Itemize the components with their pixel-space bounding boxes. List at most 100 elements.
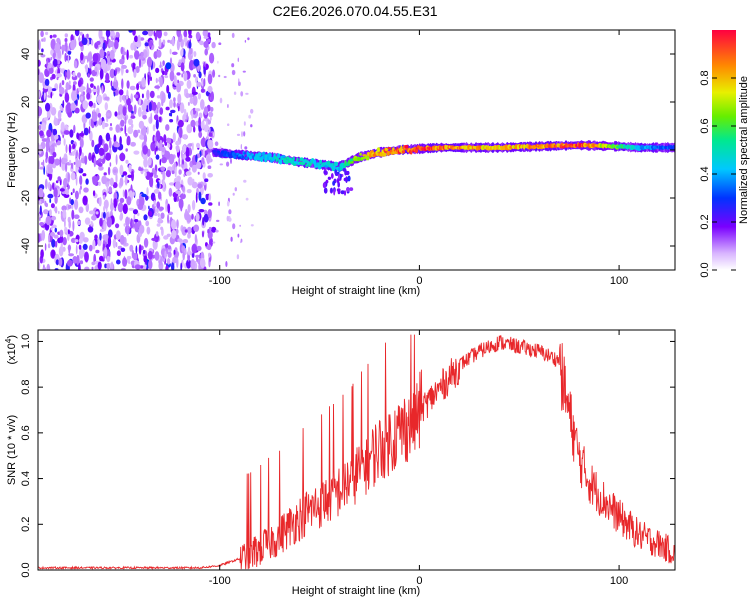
noise-cell (68, 220, 71, 229)
noise-cell (178, 198, 184, 210)
noise-cell (59, 105, 63, 110)
noise-cell (70, 199, 74, 206)
noise-cell (234, 187, 237, 192)
snr-xtick-label: -100 (209, 575, 231, 587)
noise-cell (203, 40, 209, 49)
noise-cell (183, 108, 187, 115)
noise-cell (80, 96, 84, 101)
noise-cell (58, 210, 60, 215)
noise-cell (149, 176, 154, 188)
noise-cell (68, 143, 72, 154)
noise-cell (104, 263, 108, 269)
noise-cell (203, 209, 208, 215)
figure-title: C2E6.2026.070.04.55.E31 (272, 3, 437, 19)
noise-cell (119, 152, 126, 162)
noise-cell (198, 112, 203, 119)
noise-cell (130, 115, 136, 119)
noise-cell (223, 75, 227, 79)
noise-cell (54, 227, 57, 233)
noise-cell (206, 244, 212, 251)
noise-cell (192, 142, 194, 151)
noise-cell (156, 223, 161, 227)
noise-cell (183, 173, 186, 178)
noise-cell (54, 115, 56, 123)
noise-cell (113, 79, 119, 89)
signal-cell (292, 156, 295, 161)
noise-cell (64, 217, 66, 228)
noise-cell (200, 120, 205, 130)
noise-cell (108, 229, 113, 238)
noise-cell (53, 134, 59, 140)
noise-cell (75, 157, 79, 168)
noise-cell (95, 249, 100, 254)
noise-cell (59, 229, 64, 237)
spec-xtick-label: 100 (610, 275, 628, 287)
noise-cell (150, 141, 156, 152)
noise-cell (91, 88, 98, 93)
noise-cell (125, 95, 129, 100)
noise-cell (155, 154, 160, 160)
noise-cell (154, 136, 157, 142)
noise-cell (70, 162, 74, 169)
noise-cell (38, 261, 41, 270)
signal-tail-cell (322, 182, 326, 189)
snr-ytick-label: 0.2 (20, 517, 32, 532)
noise-cell (138, 244, 142, 255)
noise-cell (79, 132, 85, 137)
colorbar-ticks: 0.0 0.2 0.4 0.6 0.8 (699, 70, 736, 278)
noise-cell (128, 118, 133, 126)
noise-cell (121, 78, 124, 90)
noise-cell (126, 80, 130, 89)
noise-cell (108, 186, 113, 194)
noise-cell (63, 138, 66, 146)
noise-cell (73, 124, 76, 134)
signal-tail-cell (346, 187, 350, 192)
noise-cell (169, 119, 174, 123)
noise-cell (114, 39, 119, 50)
noise-cell (92, 53, 99, 63)
signal-cell (241, 155, 244, 159)
noise-cell (194, 234, 198, 244)
spec-ytick-label: 40 (20, 48, 32, 60)
noise-cell (47, 193, 54, 199)
noise-cell (39, 205, 42, 216)
noise-cell (205, 194, 209, 201)
noise-cell (41, 38, 44, 42)
snr-scale-base: (x10 (6, 343, 18, 364)
noise-cell (142, 249, 146, 255)
noise-cell (245, 92, 249, 95)
colorbar-tick-label: 0.2 (699, 214, 711, 229)
noise-cell (54, 158, 60, 166)
noise-cell (59, 86, 65, 95)
colorbar-tick-label: 0.8 (699, 70, 711, 85)
noise-cell (164, 75, 169, 79)
noise-cell (102, 194, 106, 200)
noise-cell (173, 97, 176, 103)
noise-cell (74, 190, 79, 200)
noise-cell (156, 95, 161, 99)
noise-cell (158, 38, 162, 48)
noise-cell (146, 187, 149, 196)
noise-cell (68, 253, 74, 257)
noise-cell (202, 136, 205, 148)
noise-cell (236, 254, 240, 260)
noise-cell (188, 93, 194, 98)
noise-cell (226, 200, 230, 207)
signal-tail-cell (340, 190, 345, 195)
noise-cell (55, 180, 59, 184)
noise-cell (82, 91, 86, 96)
noise-cell (102, 234, 108, 241)
noise-cell (70, 237, 77, 243)
noise-cell (137, 34, 141, 44)
noise-cell (171, 219, 177, 230)
signal-cell (414, 148, 418, 154)
noise-cell (167, 203, 171, 214)
noise-cell (64, 227, 68, 233)
noise-cell (135, 65, 140, 74)
noise-cell (201, 230, 205, 238)
noise-cell (72, 220, 75, 232)
noise-cell (186, 79, 192, 89)
noise-cell (106, 262, 111, 270)
noise-cell (231, 69, 236, 76)
noise-cell (181, 150, 183, 159)
